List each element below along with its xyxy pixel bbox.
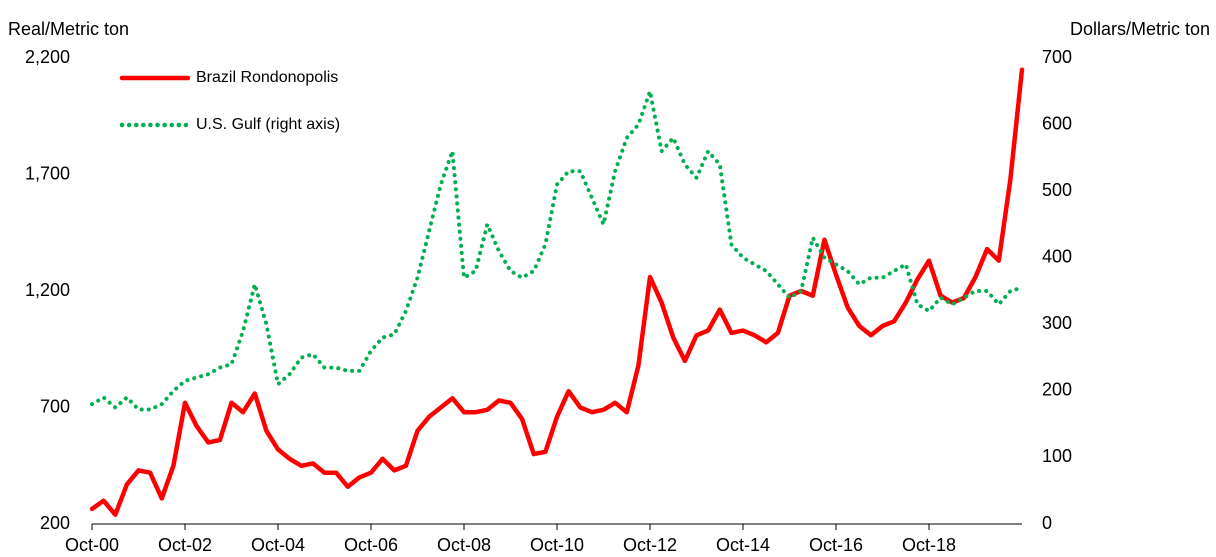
series-line — [90, 89, 1024, 412]
y2-tick-label: 0 — [1042, 513, 1052, 533]
x-tick-label: Oct-04 — [251, 535, 305, 555]
y2-tick-label: 600 — [1042, 113, 1072, 133]
x-tick-label: Oct-10 — [530, 535, 584, 555]
x-tick-label: Oct-12 — [623, 535, 677, 555]
legend-label: U.S. Gulf (right axis) — [196, 116, 340, 133]
x-tick-label: Oct-00 — [65, 535, 119, 555]
y2-tick-label: 300 — [1042, 313, 1072, 333]
y-axis-label: Real/Metric ton — [8, 19, 129, 39]
y2-tick-label: 400 — [1042, 246, 1072, 266]
x-tick-label: Oct-14 — [716, 535, 770, 555]
y-tick-label: 1,700 — [25, 163, 70, 183]
x-tick-label: Oct-08 — [437, 535, 491, 555]
x-tick-label: Oct-16 — [809, 535, 863, 555]
y-tick-label: 1,200 — [25, 280, 70, 300]
y2-tick-label: 500 — [1042, 180, 1072, 200]
legend-label: Brazil Rondonopolis — [196, 69, 338, 86]
series-line — [89, 67, 1025, 517]
x-tick-label: Oct-02 — [158, 535, 212, 555]
y2-axis-label: Dollars/Metric ton — [1070, 19, 1210, 39]
y-tick-label: 200 — [40, 513, 70, 533]
y-tick-label: 2,200 — [25, 47, 70, 67]
x-tick-label: Oct-06 — [344, 535, 398, 555]
y2-tick-label: 700 — [1042, 47, 1072, 67]
y2-tick-label: 100 — [1042, 446, 1072, 466]
y-tick-label: 700 — [40, 396, 70, 416]
x-tick-label: Oct-18 — [902, 535, 956, 555]
y2-tick-label: 200 — [1042, 380, 1072, 400]
